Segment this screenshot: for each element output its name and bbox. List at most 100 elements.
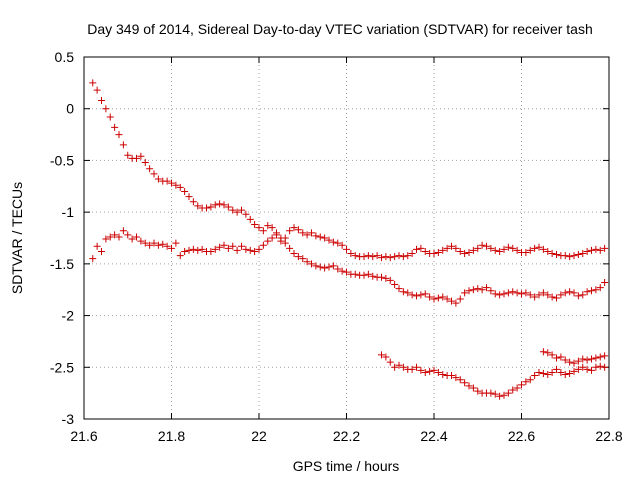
data-point — [378, 254, 385, 262]
data-point — [561, 356, 569, 364]
data-points — [89, 79, 609, 400]
data-point — [574, 292, 582, 300]
data-point — [229, 242, 237, 250]
data-point — [596, 353, 604, 361]
data-point — [456, 376, 464, 384]
data-point — [277, 237, 285, 245]
data-point — [570, 359, 578, 367]
data-point — [294, 253, 302, 261]
data-point — [434, 248, 442, 256]
data-point — [172, 181, 180, 189]
data-point — [154, 175, 162, 183]
data-point — [251, 247, 259, 255]
x-tick-label: 21.8 — [158, 428, 185, 444]
data-point — [426, 367, 434, 375]
data-point — [93, 86, 101, 94]
data-point — [246, 215, 254, 223]
data-point — [500, 391, 508, 399]
data-point — [544, 291, 552, 299]
data-point — [539, 289, 547, 297]
data-point — [216, 200, 224, 208]
data-point — [251, 221, 259, 229]
data-point — [146, 165, 154, 173]
data-point — [399, 253, 407, 261]
data-point — [281, 234, 289, 242]
data-point — [579, 355, 587, 363]
data-point — [553, 365, 560, 373]
data-point — [601, 363, 609, 371]
data-point — [465, 382, 473, 390]
data-point — [216, 243, 224, 251]
data-point — [561, 252, 569, 260]
data-point — [360, 271, 368, 279]
data-point — [487, 287, 495, 295]
data-point — [369, 272, 377, 280]
data-point — [461, 250, 469, 258]
series-track-middle — [89, 224, 609, 263]
data-point — [181, 187, 189, 195]
x-axis-label: GPS time / hours — [293, 458, 400, 474]
data-point — [496, 291, 504, 299]
data-point — [439, 293, 447, 301]
data-point — [133, 154, 140, 162]
data-point — [413, 245, 420, 253]
data-point — [570, 289, 578, 297]
chart-title: Day 349 of 2014, Sidereal Day-to-day VTE… — [87, 21, 593, 37]
data-point — [351, 252, 359, 260]
y-tick-label: -2 — [62, 308, 75, 324]
y-tick-label: -2.5 — [50, 359, 74, 375]
data-point — [364, 252, 372, 260]
data-point — [124, 151, 132, 159]
data-point — [106, 113, 114, 121]
data-point — [89, 79, 97, 87]
data-point — [321, 234, 329, 242]
data-point — [553, 354, 560, 362]
data-point — [198, 245, 206, 253]
data-point — [500, 245, 508, 253]
data-point — [443, 244, 451, 252]
data-point — [491, 390, 499, 398]
data-point — [312, 262, 320, 270]
data-point — [268, 234, 276, 242]
data-point — [119, 141, 127, 149]
data-point — [487, 244, 495, 252]
data-point — [111, 231, 119, 239]
data-point — [513, 246, 521, 254]
data-point — [518, 381, 525, 389]
data-point — [211, 245, 219, 253]
data-point — [535, 291, 543, 299]
data-point — [509, 244, 517, 252]
data-point — [246, 246, 254, 254]
data-point — [264, 222, 272, 230]
data-point — [579, 291, 587, 299]
data-point — [430, 250, 438, 258]
data-point — [526, 246, 534, 254]
data-point — [443, 295, 451, 303]
x-tick-label: 22.2 — [333, 428, 360, 444]
data-point — [592, 363, 600, 371]
data-point — [325, 236, 333, 244]
data-point — [561, 289, 569, 297]
data-point — [588, 366, 595, 374]
data-point — [553, 251, 560, 259]
data-point — [106, 233, 114, 241]
data-point — [439, 246, 447, 254]
data-point — [386, 358, 394, 366]
data-point — [566, 358, 574, 366]
data-point — [220, 241, 228, 249]
data-point — [434, 368, 442, 376]
data-point — [478, 286, 486, 294]
data-point — [399, 363, 407, 371]
data-point — [172, 239, 180, 247]
data-point — [483, 242, 490, 250]
data-point — [448, 242, 455, 250]
data-point — [574, 365, 582, 373]
data-point — [194, 246, 202, 254]
data-point — [491, 246, 499, 254]
data-point — [553, 294, 560, 302]
data-point — [592, 286, 600, 294]
data-point — [504, 289, 512, 297]
y-tick-label: -1 — [62, 204, 75, 220]
data-point — [588, 355, 595, 363]
x-tick-label: 22.8 — [595, 428, 622, 444]
